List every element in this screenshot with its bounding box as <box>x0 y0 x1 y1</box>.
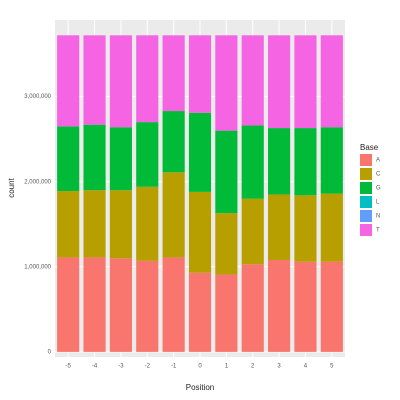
x-tick-label: -1 <box>171 364 177 370</box>
bar-segment <box>268 194 291 260</box>
bar-segment <box>268 128 291 195</box>
bar-segment <box>320 193 343 262</box>
bar-segment <box>109 127 132 191</box>
legend-label: N <box>376 214 380 220</box>
y-tick-label: 2,000,000 <box>24 179 51 185</box>
x-axis-title: Position <box>186 383 214 392</box>
bar-segment <box>320 127 343 194</box>
legend-key <box>360 154 372 166</box>
bar-segment <box>109 258 132 352</box>
bar-segment <box>83 35 106 125</box>
x-tick-label: 4 <box>304 364 308 370</box>
bar-segment <box>268 259 291 352</box>
legend-label: A <box>376 158 380 164</box>
x-tick-label: -4 <box>92 364 98 370</box>
bar-segment <box>109 190 132 259</box>
bar-segment <box>294 128 317 196</box>
bar-segment <box>109 35 132 128</box>
bar-segment <box>162 172 185 258</box>
bar-segment <box>57 35 80 127</box>
x-tick-label: 5 <box>330 364 334 370</box>
bar-segment <box>162 257 185 352</box>
legend-label: T <box>376 228 380 234</box>
legend-key <box>360 182 372 194</box>
y-tick-label: 3,000,000 <box>24 94 51 100</box>
bar-segment <box>136 260 159 352</box>
bar-segment <box>57 191 80 258</box>
legend-key <box>360 210 372 222</box>
bar-segment <box>268 35 291 129</box>
bar-segment <box>162 111 185 173</box>
x-tick-label: 1 <box>225 364 229 370</box>
y-tick-label: 1,000,000 <box>24 264 51 270</box>
bar-segment <box>188 272 212 352</box>
bar-segment <box>320 35 343 128</box>
legend-key <box>360 196 372 208</box>
bar-segment <box>294 261 317 352</box>
bar-segment <box>215 213 238 275</box>
bar-segment <box>320 261 343 352</box>
legend-title: Base <box>360 143 379 152</box>
x-tick-label: -2 <box>145 364 151 370</box>
x-tick-label: -3 <box>118 364 124 370</box>
bar-segment <box>215 35 238 131</box>
x-tick-label: 3 <box>277 364 281 370</box>
bar-segment <box>83 190 106 258</box>
bar-segment <box>83 257 106 352</box>
bar-segment <box>57 257 80 352</box>
bar-segment <box>241 198 264 265</box>
legend-label: C <box>376 172 381 178</box>
legend-key <box>360 224 372 236</box>
bar-segment <box>215 130 238 214</box>
bar-segment <box>188 35 212 113</box>
legend-key <box>360 168 372 180</box>
bar-segment <box>215 274 238 352</box>
bar-segment <box>136 186 159 261</box>
bar-segment <box>136 122 159 187</box>
bar-segment <box>136 35 159 123</box>
bar-segment <box>57 126 80 192</box>
bar-segment <box>188 191 212 273</box>
x-tick-label: -5 <box>66 364 72 370</box>
legend-label: L <box>376 200 380 206</box>
bar-segment <box>241 35 264 126</box>
bar-segment <box>241 264 264 352</box>
y-tick-label: 0 <box>48 349 52 355</box>
bar-segment <box>83 124 106 191</box>
x-tick-label: 2 <box>251 364 255 370</box>
legend-label: G <box>376 186 381 192</box>
bar-segment <box>241 125 264 199</box>
bar-segment <box>294 35 317 129</box>
y-axis-title: count <box>7 177 16 197</box>
bar-segment <box>294 195 317 262</box>
bar-segment <box>188 112 212 192</box>
bar-segment <box>162 35 185 112</box>
x-tick-label: 0 <box>198 364 202 370</box>
